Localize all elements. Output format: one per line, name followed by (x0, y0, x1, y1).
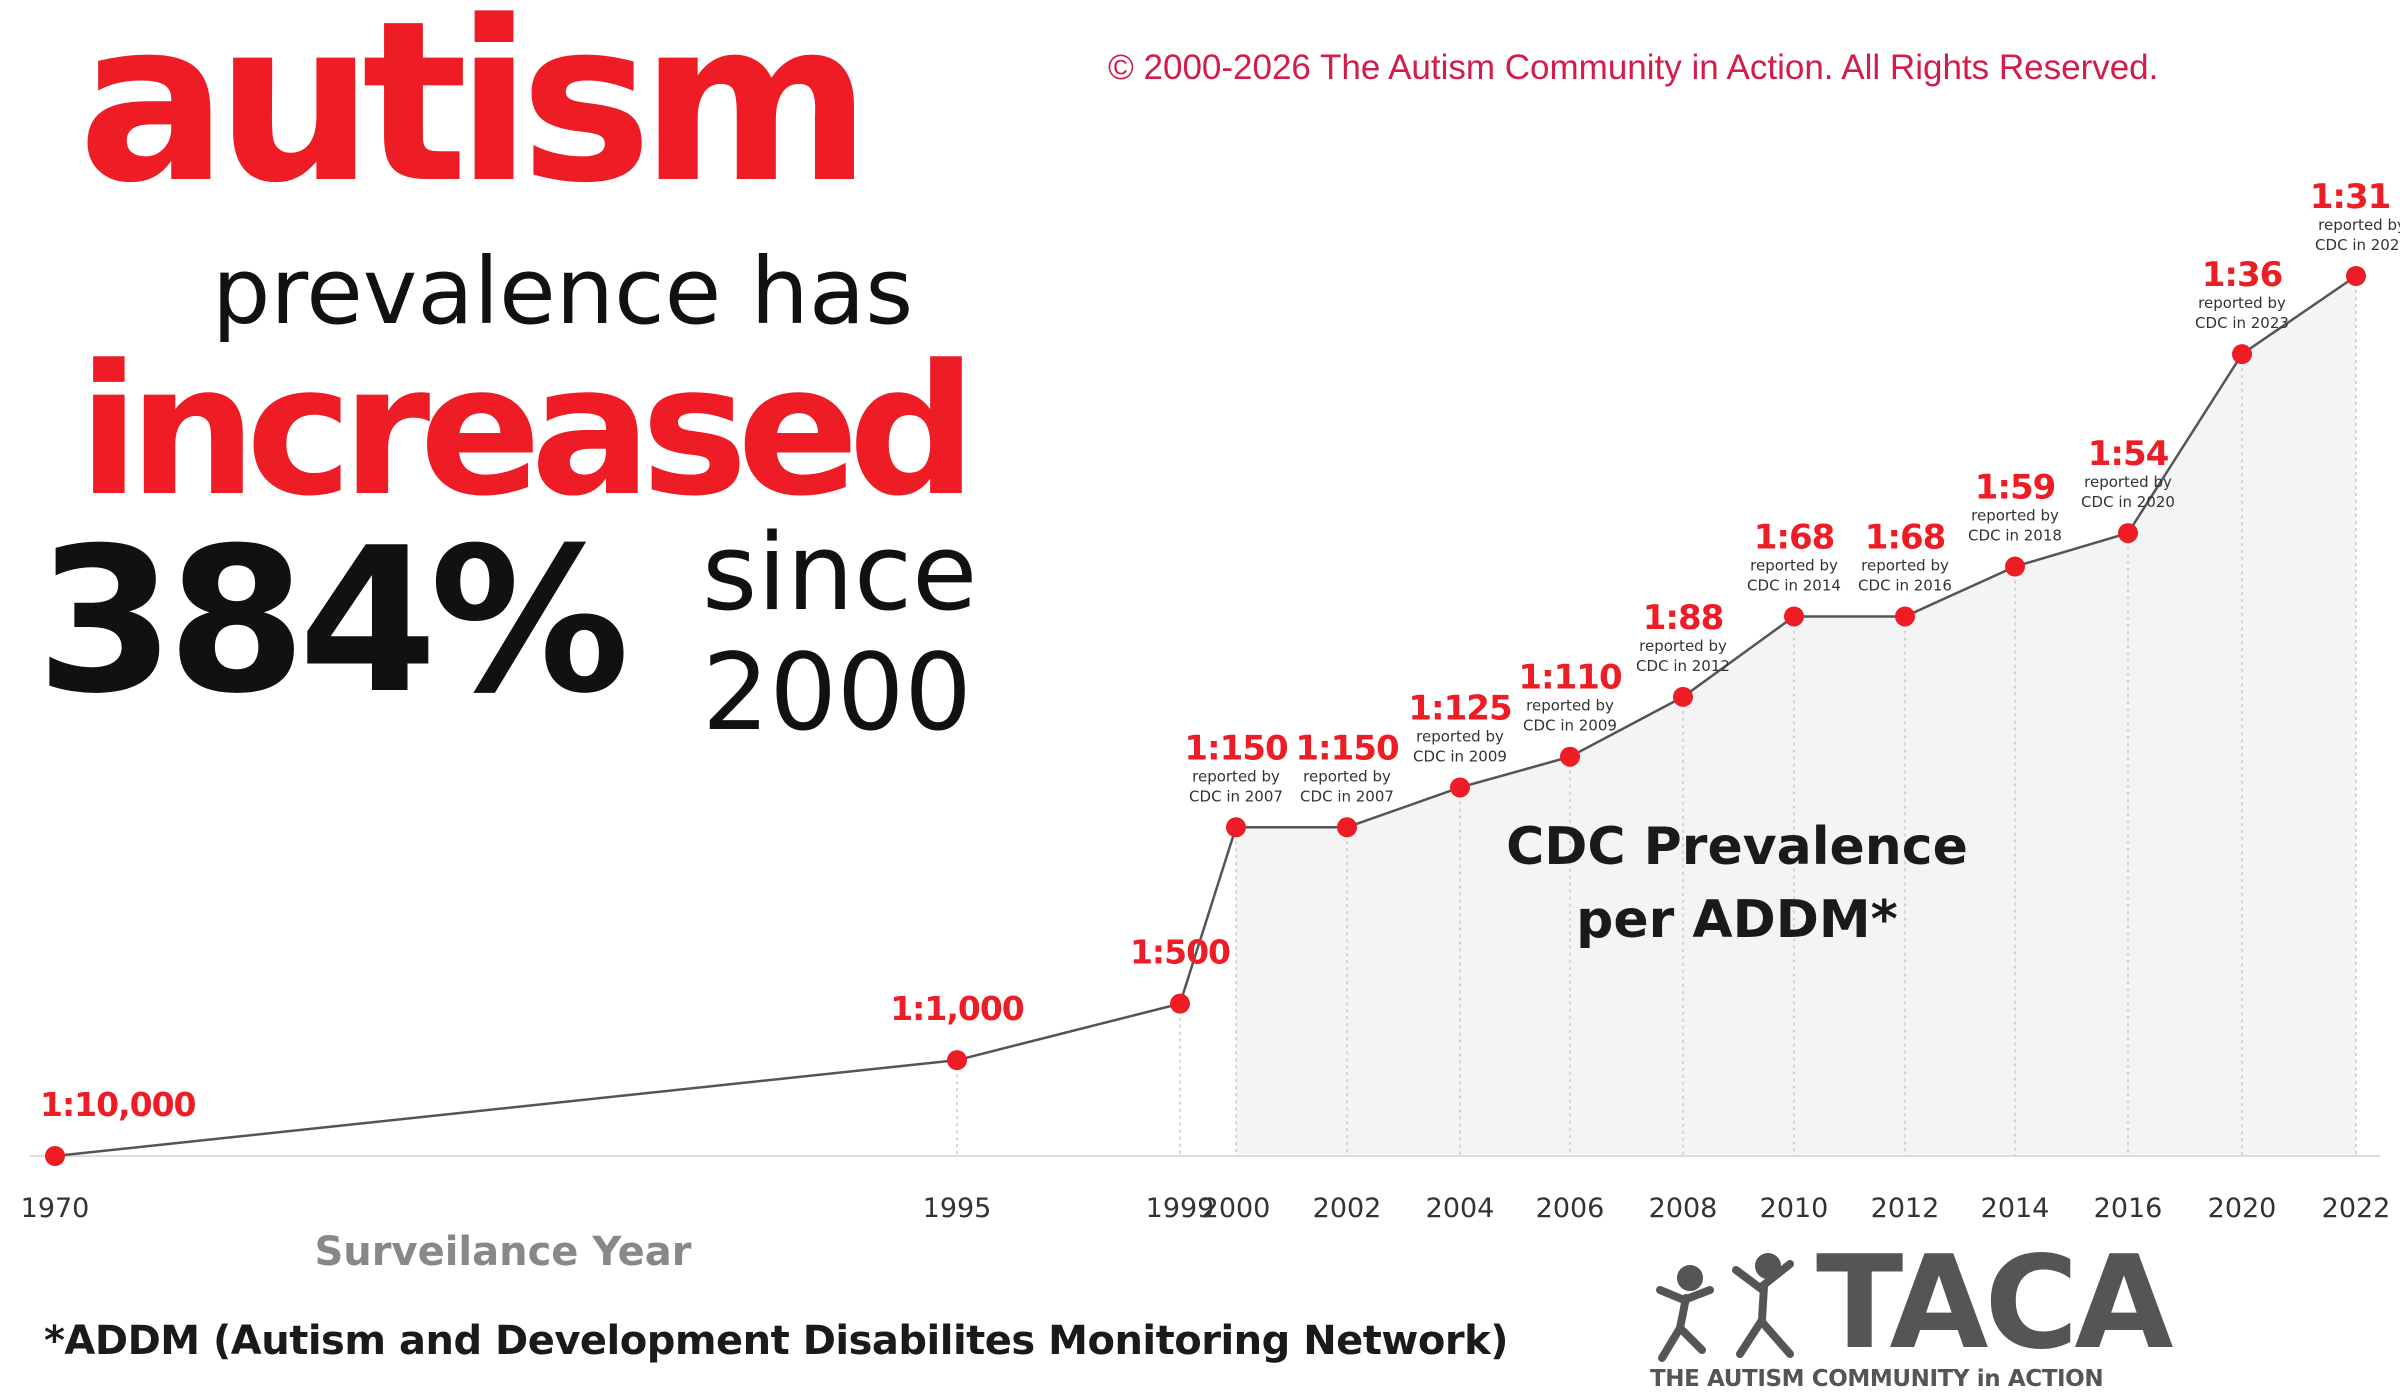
addm-footnote: *ADDM (Autism and Development Disabilite… (44, 1318, 1508, 1364)
x-tick-label: 1970 (21, 1193, 90, 1224)
x-tick-label: 2008 (1649, 1193, 1718, 1224)
report-note: reported by (1971, 507, 2059, 525)
headline-since: since (702, 511, 978, 634)
area-title-line1: CDC Prevalence (1506, 817, 1968, 877)
data-point (1450, 777, 1470, 798)
report-note: reported by (2318, 216, 2400, 234)
report-note: CDC in 2007 (1300, 787, 1394, 805)
data-points (45, 266, 2366, 1166)
x-tick-label: 2016 (2094, 1193, 2163, 1224)
taca-wordmark: TACA (1816, 1229, 2173, 1378)
value-label: 1:110 (1518, 658, 1622, 698)
data-point (1895, 606, 1915, 627)
value-label: 1:31 (2310, 177, 2391, 217)
report-note: CDC in 2016 (1858, 576, 1952, 594)
x-tick-label: 2010 (1760, 1193, 1829, 1224)
report-note: CDC in 2023 (2195, 314, 2289, 332)
data-point (1337, 817, 1357, 838)
data-point (45, 1146, 65, 1166)
taca-figures-icon (1656, 1253, 1794, 1362)
value-label: 1:150 (1184, 728, 1288, 768)
data-point (2005, 556, 2025, 577)
x-axis-label: Surveilance Year (314, 1229, 691, 1275)
report-note: reported by (1861, 556, 1949, 574)
report-notes: reported by CDC in 2007 reported by CDC in … (1189, 216, 2400, 805)
data-point (2232, 344, 2252, 365)
prevalence-area (1236, 276, 2356, 1156)
report-note: CDC in 2012 (1636, 657, 1730, 675)
data-point (2346, 266, 2366, 286)
report-note: reported by (1192, 767, 1280, 785)
headline: autism prevalence has increased 384% sin… (0, 0, 1100, 760)
shaded-area (1236, 276, 2356, 1156)
x-tick-label: 2000 (1202, 1193, 1271, 1224)
headline-year: 2000 (702, 631, 972, 754)
x-tick-label: 2014 (1981, 1193, 2050, 1224)
report-note: reported by (1526, 697, 1614, 715)
value-label: 1:1,000 (890, 989, 1024, 1028)
area-title-line2: per ADDM* (1576, 890, 1898, 950)
x-tick-label: 2020 (2208, 1193, 2277, 1224)
report-note: CDC in 2009 (1413, 747, 1507, 765)
headline-percent: 384% (36, 505, 630, 738)
year-guide-lines (956, 276, 2357, 1156)
data-point (1226, 817, 1246, 838)
x-tick-label: 2006 (1536, 1193, 1605, 1224)
report-note: reported by (1303, 767, 1391, 785)
report-note: reported by (2198, 294, 2286, 312)
prevalence-line (54, 274, 2357, 1158)
report-note: CDC in 2018 (1968, 527, 2062, 545)
headline-autism: autism (78, 0, 872, 232)
value-label: 1:500 (1130, 933, 1230, 972)
taca-tagline: THE AUTISM COMMUNITY in ACTION (1650, 1366, 2104, 1392)
headline-increased: increased (78, 327, 977, 536)
value-label: 1:54 (2088, 434, 2169, 474)
report-note: reported by (2084, 473, 2172, 491)
value-label: 1:68 (1865, 517, 1946, 557)
x-tick-label: 2022 (2322, 1193, 2391, 1224)
x-tick-label: 1999 (1146, 1193, 1215, 1224)
data-point (1784, 606, 1804, 627)
headline-prevalence-has: prevalence has (212, 238, 914, 345)
value-label: 1:68 (1754, 517, 1835, 557)
value-label: 1:59 (1975, 468, 2056, 508)
report-note: reported by (1639, 637, 1727, 655)
report-note: CDC in 2020 (2081, 493, 2175, 511)
value-label: 1:88 (1643, 598, 1724, 638)
copyright-notice: © 2000-2026 The Autism Community in Acti… (1108, 48, 2159, 87)
report-note: reported by (1750, 556, 1838, 574)
data-point (1170, 993, 1190, 1014)
report-note: reported by (1416, 727, 1504, 745)
data-point (1673, 686, 1693, 707)
x-tick-label: 2002 (1313, 1193, 1382, 1224)
value-label: 1:125 (1408, 688, 1511, 728)
data-point (947, 1050, 967, 1071)
value-label: 1:10,000 (40, 1085, 196, 1124)
value-label: 1:150 (1295, 728, 1399, 768)
report-note: CDC in 2009 (1523, 717, 1617, 735)
x-tick-label: 2012 (1871, 1193, 1940, 1224)
taca-logo: TACA THE AUTISM COMMUNITY in ACTION (1640, 1240, 2173, 1392)
report-note: CDC in 2007 (1189, 787, 1283, 805)
report-note: CDC in 2014 (1747, 576, 1841, 594)
value-label: 1:36 (2202, 255, 2283, 295)
data-point (2118, 523, 2138, 544)
report-note: CDC in 2025 (2315, 236, 2400, 254)
x-tick-label: 2004 (1426, 1193, 1495, 1224)
data-point (1560, 746, 1580, 767)
x-tick-label: 1995 (923, 1193, 992, 1224)
